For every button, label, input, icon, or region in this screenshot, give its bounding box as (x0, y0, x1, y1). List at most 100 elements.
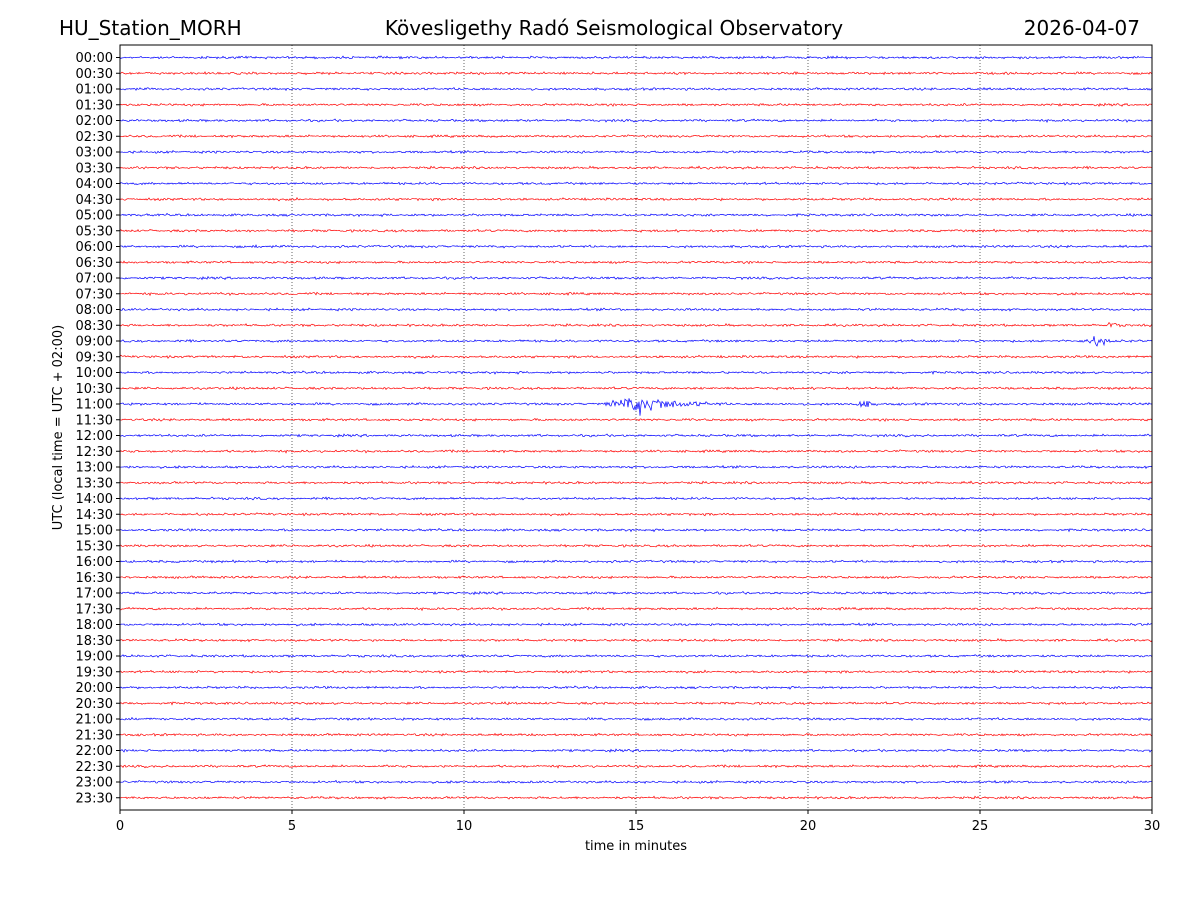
y-tick-label: 23:30 (76, 791, 113, 806)
y-tick-label: 22:30 (76, 760, 113, 775)
trace-0030 (119, 71, 1153, 76)
station-name: HU_Station_MORH (59, 16, 242, 40)
y-tick-label: 11:30 (76, 413, 113, 428)
trace-2000 (119, 685, 1153, 690)
trace-1830 (119, 637, 1153, 643)
y-tick-label: 15:00 (76, 524, 113, 539)
trace-1930 (119, 669, 1153, 674)
trace-2300 (119, 779, 1153, 785)
trace-1430 (119, 512, 1153, 517)
trace-2330 (119, 795, 1153, 800)
y-tick-label: 02:30 (76, 130, 113, 145)
trace-1530 (119, 543, 1153, 548)
y-tick-label: 21:00 (76, 713, 113, 728)
y-tick-label: 23:00 (76, 776, 113, 791)
y-tick-label: 11:00 (76, 398, 113, 413)
trace-0800 (119, 307, 1153, 312)
trace-0730 (119, 291, 1153, 297)
y-tick-label: 00:00 (76, 51, 113, 66)
x-tick-label: 5 (288, 819, 296, 834)
trace-0530 (119, 228, 1153, 233)
trace-1730 (119, 606, 1153, 612)
x-tick-label: 15 (628, 819, 645, 834)
trace-0430 (119, 197, 1153, 202)
trace-0600 (119, 244, 1153, 249)
y-tick-label: 01:00 (76, 83, 113, 98)
trace-0300 (119, 149, 1153, 155)
trace-2200 (119, 748, 1153, 753)
x-axis-label: time in minutes (585, 839, 687, 854)
x-tick-label: 20 (800, 819, 817, 834)
y-tick-label: 09:00 (76, 335, 113, 350)
trace-1630 (119, 575, 1153, 580)
trace-2100 (119, 716, 1153, 722)
trace-0200 (119, 118, 1153, 123)
y-tick-label: 21:30 (76, 728, 113, 743)
y-tick-label: 22:00 (76, 744, 113, 759)
y-tick-label: 06:00 (76, 240, 113, 255)
trace-1700 (119, 590, 1153, 596)
trace-0400 (119, 181, 1153, 186)
trace-1800 (119, 622, 1153, 627)
record-date: 2026-04-07 (1023, 16, 1140, 40)
grid-lines (291, 45, 981, 810)
trace-1200 (119, 433, 1152, 438)
y-tick-label: 13:00 (76, 461, 113, 476)
x-tick-label: 0 (116, 819, 124, 834)
x-tick-label: 10 (456, 819, 473, 834)
trace-0930 (119, 354, 1153, 359)
y-tick-label: 12:00 (76, 429, 113, 444)
y-tick-label: 05:00 (76, 209, 113, 224)
y-tick-label: 05:30 (76, 224, 113, 239)
x-tick-label: 30 (1144, 819, 1161, 834)
y-tick-label: 03:00 (76, 146, 113, 161)
y-tick-label: 09:30 (76, 350, 113, 365)
trace-0500 (119, 212, 1153, 218)
y-tick-label: 04:30 (76, 193, 113, 208)
observatory-title: Kövesligethy Radó Seismological Observat… (384, 16, 844, 40)
y-tick-label: 14:00 (76, 492, 113, 507)
y-tick-label: 07:30 (76, 287, 113, 302)
trace-1330 (119, 480, 1153, 485)
trace-1030 (119, 386, 1153, 391)
trace-0830 (119, 322, 1153, 328)
trace-1000 (119, 370, 1153, 375)
y-tick-label: 02:00 (76, 114, 113, 129)
y-tick-label: 20:30 (76, 697, 113, 712)
x-axis-ticks: 0 5 10 15 20 25 30 (116, 810, 1160, 834)
seismic-traces (119, 55, 1153, 800)
y-tick-label: 07:00 (76, 272, 113, 287)
y-tick-label: 04:00 (76, 177, 113, 192)
trace-0900 (119, 336, 1153, 347)
y-tick-label: 14:30 (76, 508, 113, 523)
y-tick-label: 08:00 (76, 303, 113, 318)
y-tick-label: 10:00 (76, 366, 113, 381)
y-axis-label: UTC (local time = UTC + 02:00) (51, 325, 66, 530)
y-axis-ticks: 00:0000:3001:0001:3002:0002:3003:0003:30… (76, 51, 120, 806)
trace-0000 (119, 55, 1153, 60)
trace-1130 (119, 417, 1153, 422)
y-tick-label: 06:30 (76, 256, 113, 271)
trace-1400 (119, 496, 1153, 501)
trace-1100 (119, 398, 1153, 416)
x-tick-label: 25 (972, 819, 989, 834)
trace-0100 (119, 87, 1153, 92)
trace-1600 (119, 559, 1153, 564)
y-tick-label: 18:30 (76, 634, 113, 649)
y-tick-label: 20:00 (76, 681, 113, 696)
y-tick-label: 03:30 (76, 161, 113, 176)
y-tick-label: 18:00 (76, 618, 113, 633)
trace-1300 (119, 464, 1153, 470)
trace-2030 (119, 701, 1153, 706)
y-tick-label: 08:30 (76, 319, 113, 334)
y-tick-label: 00:30 (76, 67, 113, 82)
trace-0130 (119, 102, 1153, 107)
y-tick-label: 19:30 (76, 665, 113, 680)
trace-2130 (119, 732, 1153, 737)
y-tick-label: 17:30 (76, 602, 113, 617)
y-tick-label: 10:30 (76, 382, 113, 397)
y-tick-label: 16:30 (76, 571, 113, 586)
trace-1230 (119, 449, 1153, 454)
